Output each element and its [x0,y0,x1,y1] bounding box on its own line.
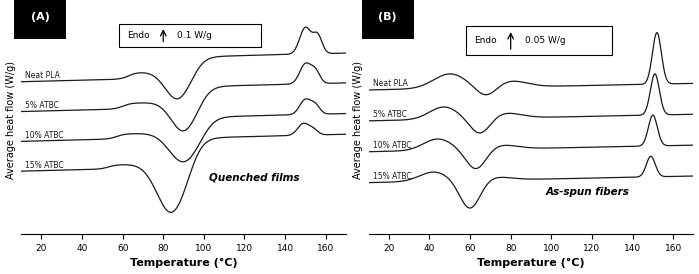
Text: (B): (B) [378,12,397,22]
Text: 15% ATBC: 15% ATBC [373,172,411,181]
Text: As-spun fibers: As-spun fibers [546,187,630,197]
X-axis label: Temperature (°C): Temperature (°C) [130,258,238,269]
Text: 10% ATBC: 10% ATBC [373,141,411,150]
Text: Neat PLA: Neat PLA [25,71,60,80]
Text: 0.1 W/g: 0.1 W/g [178,31,212,40]
Bar [119,24,261,47]
Text: 5% ATBC: 5% ATBC [373,110,406,119]
Text: 10% ATBC: 10% ATBC [25,131,64,140]
Text: (A): (A) [31,12,50,22]
Text: Endo: Endo [127,31,150,40]
Text: Neat PLA: Neat PLA [373,79,408,88]
Text: 15% ATBC: 15% ATBC [25,161,64,170]
Text: Quenched films: Quenched films [210,173,300,183]
Y-axis label: Average heat flow (W/g): Average heat flow (W/g) [6,61,15,179]
X-axis label: Temperature (°C): Temperature (°C) [477,258,585,269]
Text: Endo: Endo [474,36,497,45]
Text: 5% ATBC: 5% ATBC [25,101,59,110]
Text: 0.05 W/g: 0.05 W/g [525,36,565,45]
Bar [466,26,612,55]
Y-axis label: Average heat flow (W/g): Average heat flow (W/g) [353,61,363,179]
